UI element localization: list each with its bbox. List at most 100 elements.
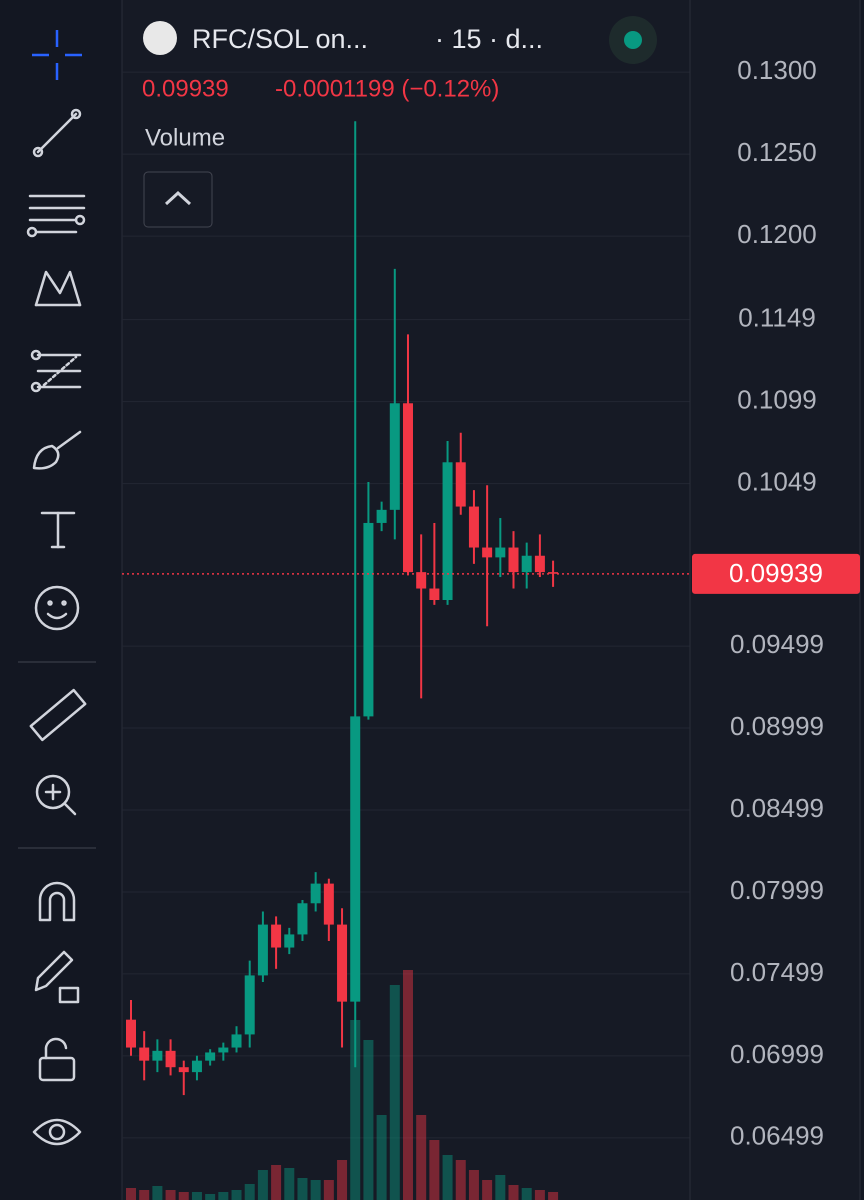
candle-body: [218, 1047, 229, 1053]
last-price-label: 0.09939: [729, 558, 823, 588]
candle-body: [363, 522, 374, 717]
text-tool[interactable]: [40, 511, 76, 549]
candle-body: [126, 1019, 136, 1048]
candle-body: [429, 588, 440, 600]
volume-bar: [455, 1160, 466, 1200]
candle-body: [284, 934, 295, 948]
trend-line-tool[interactable]: [32, 108, 82, 158]
y-tick-label: 0.08999: [730, 711, 824, 741]
candle-body: [310, 883, 321, 904]
volume-bar: [126, 1188, 136, 1200]
change: -0.0001199 (−0.12%): [275, 75, 499, 102]
volume-bar: [284, 1168, 295, 1200]
interval[interactable]: · 15 · d...: [435, 24, 543, 54]
chevron: [164, 190, 192, 206]
candle-body: [389, 403, 400, 510]
volume-bar: [416, 1115, 427, 1200]
volume-bar: [402, 970, 413, 1200]
emoji-tool[interactable]: [34, 585, 80, 631]
candle-body: [442, 462, 453, 600]
volume-bar: [376, 1115, 387, 1200]
volume-bar: [495, 1175, 506, 1200]
y-tick-label: 0.06999: [730, 1039, 824, 1069]
lock-tool[interactable]: [38, 1037, 76, 1082]
volume-bar: [534, 1190, 545, 1200]
volume-bar: [165, 1190, 176, 1200]
volume-bar: [178, 1192, 189, 1200]
volume-bar: [429, 1140, 440, 1200]
y-tick-label: 0.1250: [737, 137, 817, 167]
volume-bar: [310, 1180, 321, 1200]
candle-body: [455, 462, 466, 507]
candle-body: [323, 883, 334, 925]
volume-bar: [271, 1165, 282, 1200]
candle-body: [402, 403, 413, 573]
y-tick-label: 0.07999: [730, 875, 824, 905]
volume-bar: [323, 1180, 334, 1200]
candle-body: [376, 509, 387, 523]
visibility-tool[interactable]: [32, 1118, 82, 1146]
candle-body: [350, 716, 361, 1002]
volume-bar: [350, 1020, 361, 1200]
volume-bar: [152, 1186, 163, 1200]
volume-bar: [218, 1192, 229, 1200]
candle-body: [152, 1050, 163, 1061]
volume-bar: [508, 1185, 519, 1200]
volume-bar: [244, 1184, 255, 1200]
projection-tool[interactable]: [30, 349, 82, 393]
y-tick-label: 0.08499: [730, 793, 824, 823]
volume-bar: [389, 985, 400, 1200]
volume-bar: [521, 1188, 532, 1200]
ruler-tool[interactable]: [29, 688, 87, 742]
candle-body: [297, 903, 308, 935]
last-price-tag: [692, 553, 860, 594]
toolbar: [18, 30, 96, 1146]
candle-body: [508, 547, 519, 573]
magnet-tool[interactable]: [38, 881, 76, 922]
candle-body: [244, 975, 255, 1035]
candle-body: [337, 924, 348, 1002]
candle-body: [495, 547, 506, 558]
lock-drawings-tool[interactable]: [34, 950, 80, 1004]
candle-body: [482, 547, 493, 558]
candle-body: [548, 572, 559, 574]
candle-body: [257, 924, 268, 976]
chart-header: RFC/SOL on... · 15 · d... 0.09939 -0.000…: [142, 16, 657, 228]
candle-body: [178, 1067, 189, 1073]
zoom-tool[interactable]: [35, 774, 77, 816]
candle-body: [521, 555, 532, 573]
symbol-logo: [143, 21, 177, 55]
candle-body: [416, 572, 427, 589]
candle-body: [271, 924, 282, 948]
volume-bar: [468, 1170, 479, 1200]
candle-body: [468, 506, 479, 548]
indicator-label: Volume: [145, 124, 225, 151]
symbol[interactable]: RFC/SOL on...: [192, 24, 368, 54]
candle-body: [165, 1050, 176, 1068]
volume-bar: [297, 1178, 308, 1200]
y-tick-label: 0.1099: [737, 385, 817, 415]
y-tick-label: 0.1200: [737, 219, 817, 249]
volume-bar: [548, 1192, 559, 1200]
y-tick-label: 0.1149: [738, 303, 816, 333]
y-tick-label: 0.09499: [730, 629, 824, 659]
volume-bar: [191, 1192, 202, 1200]
brush-tool[interactable]: [32, 430, 82, 470]
pattern-tool[interactable]: [34, 270, 82, 307]
candle-body: [534, 555, 545, 573]
volume-bar: [205, 1194, 216, 1200]
candle-body: [139, 1047, 150, 1061]
volume-bar: [139, 1190, 150, 1200]
collapse-button[interactable]: [143, 171, 213, 228]
fib-tool[interactable]: [26, 194, 86, 238]
volume-bar: [257, 1170, 268, 1200]
y-tick-label: 0.06499: [730, 1121, 824, 1151]
volume-bar: [363, 1040, 374, 1200]
y-tick-label: 0.1300: [737, 55, 817, 85]
chart-panel: [121, 0, 861, 1200]
crosshair-tool[interactable]: [32, 30, 82, 80]
volume-bar: [442, 1155, 453, 1200]
volume-bar: [337, 1160, 348, 1200]
last-value: 0.09939: [142, 75, 229, 102]
